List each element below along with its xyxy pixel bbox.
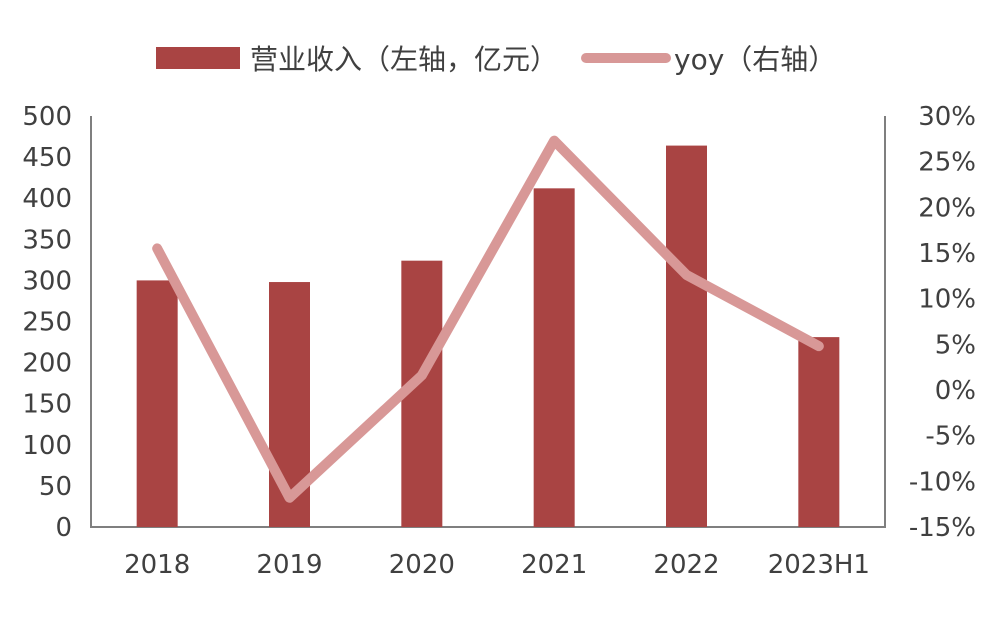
left-tick-label: 300: [22, 266, 72, 296]
right-tick-label: 20%: [918, 193, 976, 223]
right-tick-label: -5%: [925, 422, 976, 452]
left-tick-label: 500: [22, 102, 72, 132]
right-tick-label: 0%: [935, 376, 976, 406]
right-tick-label: 5%: [935, 330, 976, 360]
x-tick-label: 2020: [389, 550, 455, 580]
left-tick-label: 200: [22, 349, 72, 379]
x-tick-label: 2019: [256, 550, 322, 580]
legend: 营业收入（左轴，亿元） yoy（右轴）: [156, 43, 836, 76]
left-tick-label: 400: [22, 184, 72, 214]
right-tick-label: 30%: [918, 102, 976, 132]
left-tick-label: 50: [39, 472, 72, 502]
yoy-line: [152, 135, 824, 503]
x-tick-label: 2022: [653, 550, 719, 580]
x-tick-label: 2023H1: [768, 550, 870, 580]
right-tick-label: -15%: [909, 513, 976, 543]
revenue-bar: [666, 145, 707, 528]
right-tick-label: 15%: [918, 239, 976, 269]
left-tick-label: 150: [22, 390, 72, 420]
left-tick-label: 250: [22, 308, 72, 338]
left-tick-label: 0: [55, 513, 72, 543]
legend-swatch-revenue: [156, 47, 240, 69]
legend-label-revenue: 营业收入（左轴，亿元）: [250, 43, 558, 76]
right-axis-ticks: -15% -10% -5% 0% 5% 10% 15% 20% 25% 30%: [909, 102, 976, 543]
right-tick-label: -10%: [909, 467, 976, 497]
x-tick-label: 2018: [124, 550, 190, 580]
left-tick-label: 350: [22, 225, 72, 255]
right-tick-label: 10%: [918, 285, 976, 315]
revenue-bar: [533, 188, 575, 527]
revenue-bar: [136, 280, 178, 527]
right-tick-label: 25%: [918, 148, 976, 178]
left-tick-label: 450: [22, 143, 72, 173]
revenue-bars: [136, 145, 840, 528]
left-tick-label: 100: [22, 431, 72, 461]
legend-label-yoy: yoy（右轴）: [674, 43, 836, 76]
left-axis-ticks: 0 50 100 150 200 250 300 350 400 450 500: [22, 102, 72, 543]
yoy-line-layer: [152, 135, 824, 503]
x-tick-label: 2021: [521, 550, 587, 580]
x-axis-ticks: 2018 2019 2020 2021 2022 2023H1: [124, 550, 870, 580]
revenue-bar: [798, 337, 840, 527]
